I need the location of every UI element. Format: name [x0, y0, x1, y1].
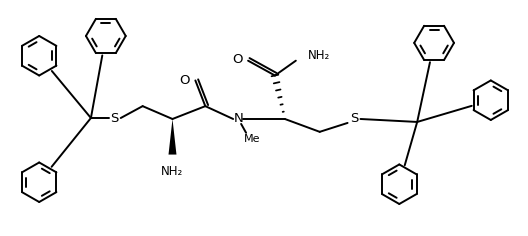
Text: Me: Me — [244, 134, 261, 144]
Polygon shape — [168, 119, 176, 155]
Text: O: O — [179, 74, 190, 87]
Text: S: S — [351, 113, 359, 126]
Text: N: N — [233, 113, 243, 126]
Text: NH₂: NH₂ — [308, 49, 330, 62]
Text: NH₂: NH₂ — [162, 165, 184, 178]
Text: O: O — [233, 53, 243, 66]
Text: S: S — [110, 111, 119, 125]
